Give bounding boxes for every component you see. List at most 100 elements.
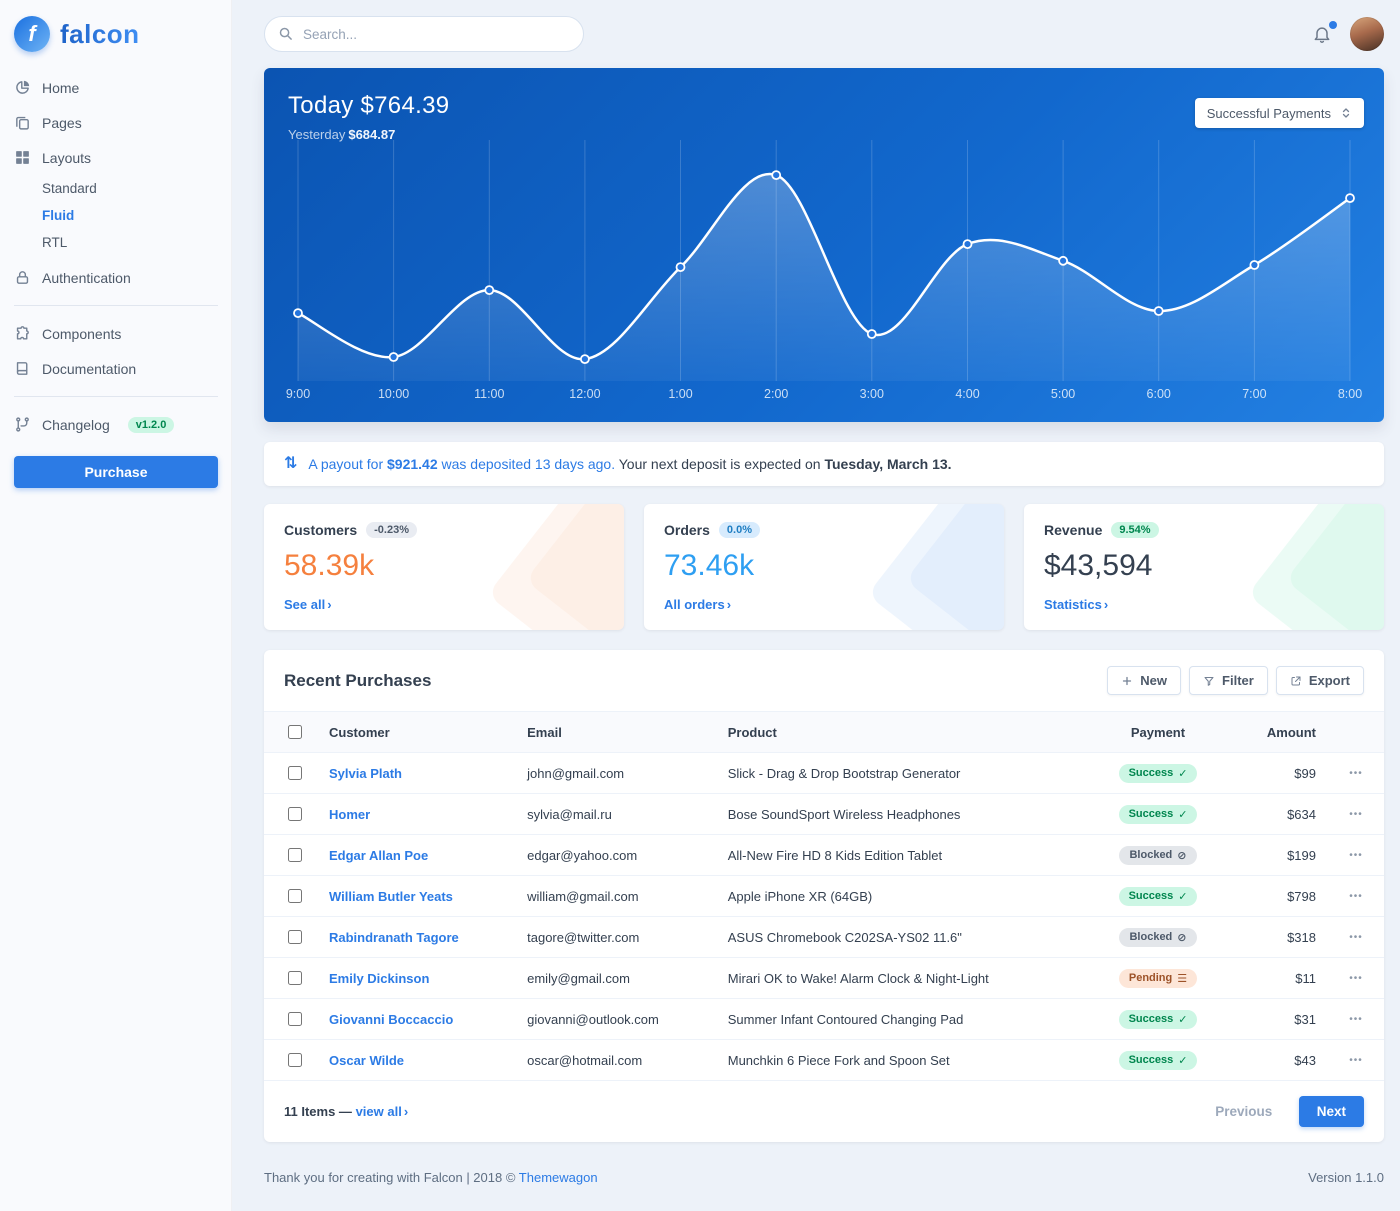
sidebar-item-layouts[interactable]: Layouts [0,140,232,175]
amount-cell: $634 [1233,793,1328,835]
customer-link[interactable]: Sylvia Plath [329,765,402,781]
previous-button[interactable]: Previous [1209,1103,1278,1120]
svg-text:2:00: 2:00 [764,387,788,401]
row-actions-button[interactable]: ••• [1345,887,1367,906]
table-row: William Butler Yeats william@gmail.com App… [264,875,1384,917]
row-actions-button[interactable]: ••• [1345,1051,1367,1070]
filter-button[interactable]: Filter [1189,666,1268,695]
row-actions-button[interactable]: ••• [1345,969,1367,988]
success-icon: ✓ [1178,1013,1188,1026]
email-cell: tagore@twitter.com [515,916,716,958]
svg-text:9:00: 9:00 [286,387,310,401]
search-input[interactable] [264,16,584,52]
status-badge: Blocked ⊘ [1119,927,1197,947]
email-cell: edgar@yahoo.com [515,834,716,876]
product-cell: Summer Infant Contoured Changing Pad [715,998,1083,1040]
sidebar-item-standard[interactable]: Standard [42,181,97,196]
grid-icon [14,149,31,166]
row-checkbox[interactable] [288,971,302,985]
amount-cell: $318 [1233,916,1328,958]
row-actions-button[interactable]: ••• [1345,805,1367,824]
payout-text: A payout for $921.42 was deposited 13 da… [308,456,952,472]
next-button[interactable]: Next [1298,1096,1364,1127]
table-row: Rabindranath Tagore tagore@twitter.com ASU… [264,916,1384,958]
row-checkbox[interactable] [288,889,302,903]
customer-link[interactable]: Rabindranath Tagore [329,929,459,945]
topbar-right [1308,17,1384,51]
row-actions-button[interactable]: ••• [1345,846,1367,865]
customer-link[interactable]: William Butler Yeats [329,888,453,904]
row-actions-button[interactable]: ••• [1345,928,1367,947]
sidebar: f falcon Home Pages Layouts Standard Fluid RT… [0,0,232,1211]
amount-cell: $199 [1233,834,1328,876]
stat-link-revenue[interactable]: Statistics › [1044,597,1109,612]
stat-link-orders[interactable]: All orders › [664,597,732,612]
row-checkbox[interactable] [288,766,302,780]
customer-cell: Emily Dickinson [317,957,516,999]
table-row: Giovanni Boccaccio giovanni@outlook.com Su… [264,998,1384,1040]
sidebar-item-changelog[interactable]: Changelog v1.2.0 [0,407,232,442]
row-checkbox[interactable] [288,807,302,821]
notifications-button[interactable] [1308,20,1337,48]
stat-card-orders: Orders 0.0% 73.46k All orders › [644,504,1004,630]
brand[interactable]: f falcon [0,0,232,70]
row-checkbox[interactable] [288,848,302,862]
recent-purchases-header: Recent Purchases New Filter Export [264,650,1384,711]
stats-row: Customers -0.23% 58.39k See all › Orders 0.0% 7… [264,504,1384,630]
payment-cell: Success ✓ [1083,998,1233,1040]
sidebar-item-components[interactable]: Components [0,316,232,351]
column-payment: Payment [1083,711,1233,753]
row-checkbox[interactable] [288,1012,302,1026]
stat-link-customers[interactable]: See all › [284,597,332,612]
amount-cell: $31 [1233,998,1328,1040]
stat-value: 73.46k [664,549,755,582]
customer-cell: Giovanni Boccaccio [317,998,516,1040]
bell-icon [1314,27,1330,43]
view-all-link[interactable]: view all › [355,1104,409,1119]
pending-icon: ☰ [1177,972,1188,985]
customer-cell: William Butler Yeats [317,875,516,917]
sidebar-item-label: Components [42,325,122,342]
pie-chart-icon [14,79,31,96]
payout-link[interactable]: A payout for $921.42 was deposited 13 da… [308,456,616,472]
sidebar-item-authentication[interactable]: Authentication [0,260,232,295]
stat-badge: 9.54% [1111,522,1159,538]
table-row: Sylvia Plath john@gmail.com Slick - Drag &… [264,752,1384,794]
sidebar-item-rtl[interactable]: RTL [42,235,68,250]
customer-link[interactable]: Giovanni Boccaccio [329,1011,454,1027]
avatar[interactable] [1350,17,1384,51]
customer-link[interactable]: Homer [329,806,371,822]
themewagon-link[interactable]: Themewagon [518,1170,598,1185]
customer-link[interactable]: Emily Dickinson [329,970,430,986]
purchase-button[interactable]: Purchase [14,456,218,488]
column-product: Product [715,711,1083,753]
sidebar-item-documentation[interactable]: Documentation [0,351,232,386]
row-checkbox[interactable] [288,930,302,944]
page-footer: Thank you for creating with Falcon | 201… [264,1142,1384,1211]
sidebar-item-fluid[interactable]: Fluid [42,208,75,223]
email-cell: giovanni@outlook.com [515,998,716,1040]
select-all-checkbox[interactable] [288,725,302,739]
export-button[interactable]: Export [1275,666,1364,695]
changelog-version-badge: v1.2.0 [127,416,175,433]
success-icon: ✓ [1178,808,1188,821]
status-badge: Success ✓ [1118,804,1198,824]
payments-filter-dropdown[interactable]: Successful Payments [1194,98,1364,128]
payment-cell: Success ✓ [1083,793,1233,835]
svg-text:6:00: 6:00 [1147,387,1171,401]
amount-cell: $43 [1233,1039,1328,1081]
sidebar-submenu: Standard Fluid RTL [0,175,232,260]
sidebar-item-home[interactable]: Home [0,70,232,105]
chevron-right-icon: › [1103,597,1109,612]
product-cell: Slick - Drag & Drop Bootstrap Generator [715,752,1083,794]
customer-link[interactable]: Oscar Wilde [329,1052,405,1068]
row-checkbox[interactable] [288,1053,302,1067]
sidebar-item-pages[interactable]: Pages [0,105,232,140]
row-actions-button[interactable]: ••• [1345,1010,1367,1029]
row-actions-button[interactable]: ••• [1345,764,1367,783]
svg-text:4:00: 4:00 [955,387,979,401]
customer-link[interactable]: Edgar Allan Poe [329,847,429,863]
new-button[interactable]: New [1107,666,1182,695]
yesterday-total: Yesterday $684.87 [288,127,396,142]
footer-credit: Thank you for creating with Falcon | 201… [264,1170,598,1185]
